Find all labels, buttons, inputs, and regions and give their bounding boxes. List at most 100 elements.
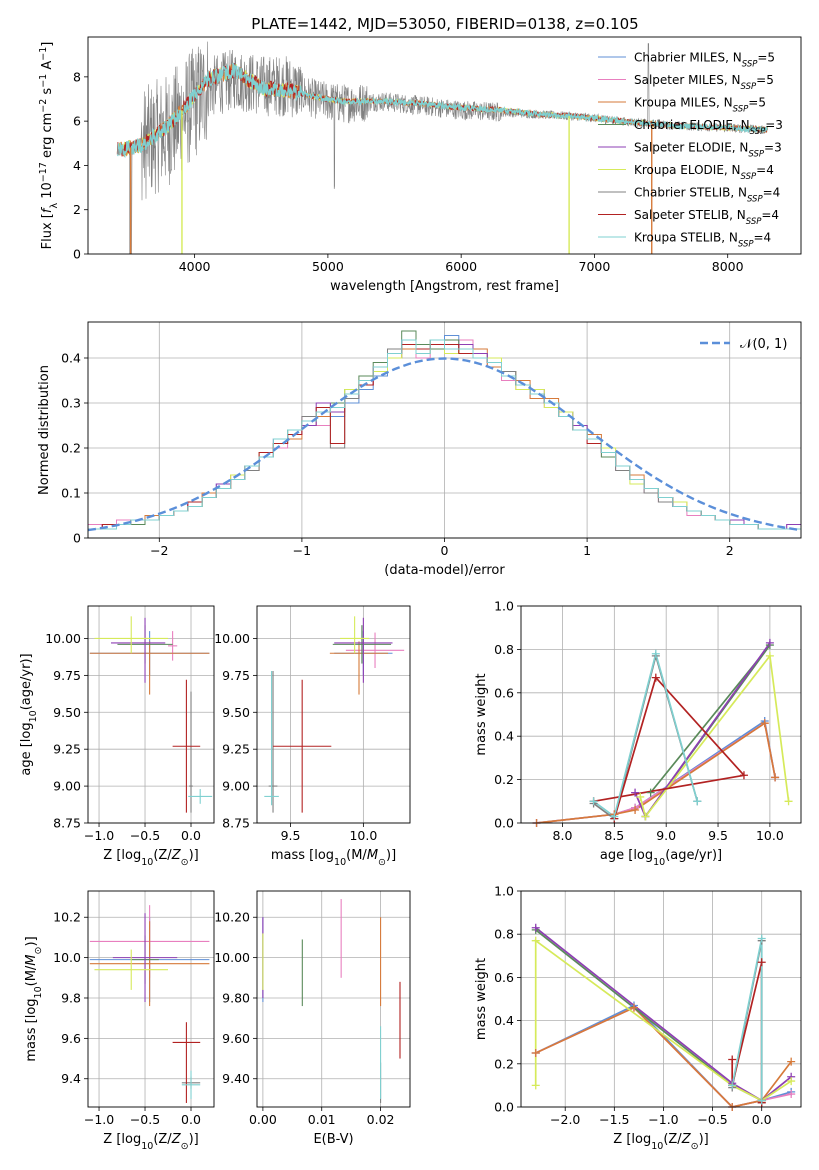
- y-tick-label: 0.0: [494, 816, 514, 831]
- x-axis-label: Z [log10(Z/Z⊙)]: [103, 848, 198, 868]
- x-tick-label: −2: [150, 543, 168, 558]
- axes-frame: [87, 890, 215, 1108]
- legend-entry-label: Kroupa STELIB, NSSP=4: [634, 231, 771, 250]
- plot-area: [89, 905, 210, 1103]
- plot-area: [89, 616, 213, 813]
- y-tick-label: 9.25: [222, 742, 250, 757]
- y-tick-label: 0.8: [494, 927, 514, 942]
- y-tick-label: 0.6: [494, 685, 514, 700]
- legend-entry-label: Salpeter STELIB, NSSP=4: [634, 208, 779, 227]
- mass-weight-marker: [646, 788, 655, 797]
- plot-area: [264, 616, 405, 813]
- mass-weight-marker: [765, 651, 774, 660]
- legend-entry-label: Chabrier STELIB, NSSP=4: [634, 186, 780, 205]
- y-tick-label: 0: [73, 531, 81, 546]
- mass-weight-marker: [651, 649, 660, 658]
- legend-entry-label: Chabrier ELODIE, NSSP=3: [634, 118, 783, 137]
- y-tick-label: 0.2: [494, 1056, 514, 1071]
- y-axis-label: mass weight: [474, 673, 489, 755]
- mass-weight-line: [593, 675, 746, 819]
- axes-frame: [256, 605, 411, 824]
- residuals-panel: −2 −1 0 1 2 0 0.1 0.2 0.3 0.4 (data-model)/error No…: [37, 321, 802, 578]
- x-tick-label: 4000: [179, 259, 211, 274]
- age-vs-mass-panel: 9.5 10.0 8.75 9.00 9.25 9.50 9.75 10.00 mass [lo…: [214, 605, 411, 868]
- x-tick-label: 0.0: [181, 1112, 201, 1127]
- x-axis-label: age [log10(age/yr)]: [600, 848, 722, 868]
- mass-weight-marker: [693, 797, 702, 806]
- plot-area: [262, 899, 401, 1103]
- x-axis-label: wavelength [Angstrom, rest frame]: [330, 279, 559, 294]
- mass-weight-marker: [787, 1077, 796, 1086]
- y-tick-label: 0.4: [494, 1013, 514, 1028]
- y-tick-label: 1.0: [494, 884, 514, 899]
- mass-weight-marker: [641, 812, 650, 821]
- x-tick-label: 8000: [712, 259, 744, 274]
- x-tick-label: 7000: [579, 259, 611, 274]
- mass-weight-marker: [651, 673, 660, 682]
- axes-frame: [520, 605, 802, 824]
- massweight-vs-metallicity-panel: −2.0 −1.5 −1.0 −0.5 0.0 0.0 0.2 0.4 0.6 0.8 1.0 Z […: [474, 884, 802, 1152]
- y-tick-label: 9.75: [222, 668, 250, 683]
- mass-weight-marker: [757, 934, 766, 943]
- y-tick-label: 9.75: [53, 668, 81, 683]
- mass-weight-marker: [589, 797, 598, 806]
- x-axis-label: (data-model)/error: [384, 563, 505, 578]
- x-tick-label: −1: [293, 543, 311, 558]
- y-tick-label: 10.20: [214, 910, 250, 925]
- x-tick-label: 0.00: [249, 1112, 277, 1127]
- y-axis-label: age [log10(age/yr)]: [19, 653, 39, 775]
- age-vs-metallicity-panel: −1.0 −0.5 0.0 8.75 9.00 9.25 9.50 9.75 10.00 Z [l…: [19, 605, 215, 868]
- x-tick-label: −1.5: [599, 1112, 629, 1127]
- y-tick-label: 0.2: [494, 772, 514, 787]
- mass-weight-marker: [531, 1081, 540, 1090]
- mass-weight-marker: [757, 958, 766, 967]
- y-tick-label: 9.80: [222, 990, 250, 1005]
- y-tick-label: 0: [73, 247, 81, 262]
- normal-legend-label: 𝒩(0, 1): [740, 337, 787, 352]
- x-tick-label: 0.0: [181, 828, 201, 843]
- legend-entry-label: Kroupa MILES, NSSP=5: [634, 96, 766, 115]
- y-tick-label: 9.50: [222, 705, 250, 720]
- model-spectrum-line: [117, 63, 768, 159]
- y-tick-label: 9.8: [61, 990, 81, 1005]
- x-tick-label: 8.5: [604, 828, 624, 843]
- y-tick-label: 9.50: [53, 705, 81, 720]
- y-tick-label: 9.4: [61, 1071, 81, 1086]
- mass-weight-marker: [531, 936, 540, 945]
- mass-weight-line: [535, 1006, 792, 1107]
- mass-weight-marker: [531, 1049, 540, 1057]
- y-tick-label: 1.0: [494, 599, 514, 614]
- legend-entry-label: Salpeter MILES, NSSP=5: [634, 73, 774, 92]
- y-axis-label: mass weight: [474, 958, 489, 1040]
- mass-weight-marker: [757, 1096, 766, 1105]
- legend-entry-label: Salpeter ELODIE, NSSP=3: [634, 141, 782, 160]
- y-tick-label: 0.3: [61, 396, 81, 411]
- y-tick-label: 0.4: [494, 729, 514, 744]
- y-axis-label: Flux [fλ 10−17 erg cm−2 s−1 A−1]: [38, 42, 60, 250]
- x-axis-label: mass [log10(M/M⊙)]: [271, 848, 396, 868]
- spectrum-panel: 4000 5000 6000 7000 8000 0 2 4 6 8 wavelength [Ang…: [38, 36, 802, 294]
- y-tick-label: 8.75: [53, 816, 81, 831]
- mass-weight-marker: [771, 773, 780, 782]
- y-tick-label: 10.00: [214, 631, 250, 646]
- legend-entry-label: Kroupa ELODIE, NSSP=4: [634, 163, 774, 182]
- plot-area: [116, 41, 769, 254]
- y-tick-label: 9.00: [53, 779, 81, 794]
- x-tick-label: −1.0: [648, 1112, 678, 1127]
- mass-weight-marker: [631, 788, 640, 797]
- mass-weight-marker: [787, 1090, 796, 1099]
- mass-weight-marker: [739, 771, 748, 780]
- mass-weight-marker: [765, 638, 774, 647]
- mass-weight-marker: [531, 923, 540, 932]
- x-tick-label: −2.0: [550, 1112, 580, 1127]
- y-tick-label: 9.25: [53, 742, 81, 757]
- x-tick-label: 1: [583, 543, 591, 558]
- y-tick-label: 0.4: [61, 351, 81, 366]
- x-tick-label: 9.0: [656, 828, 676, 843]
- legend-entry-label: Chabrier MILES, NSSP=5: [634, 51, 775, 70]
- mass-weight-line: [593, 650, 699, 818]
- x-tick-label: 6000: [445, 259, 477, 274]
- x-tick-label: 8.0: [553, 828, 573, 843]
- x-tick-label: 0.0: [752, 1112, 772, 1127]
